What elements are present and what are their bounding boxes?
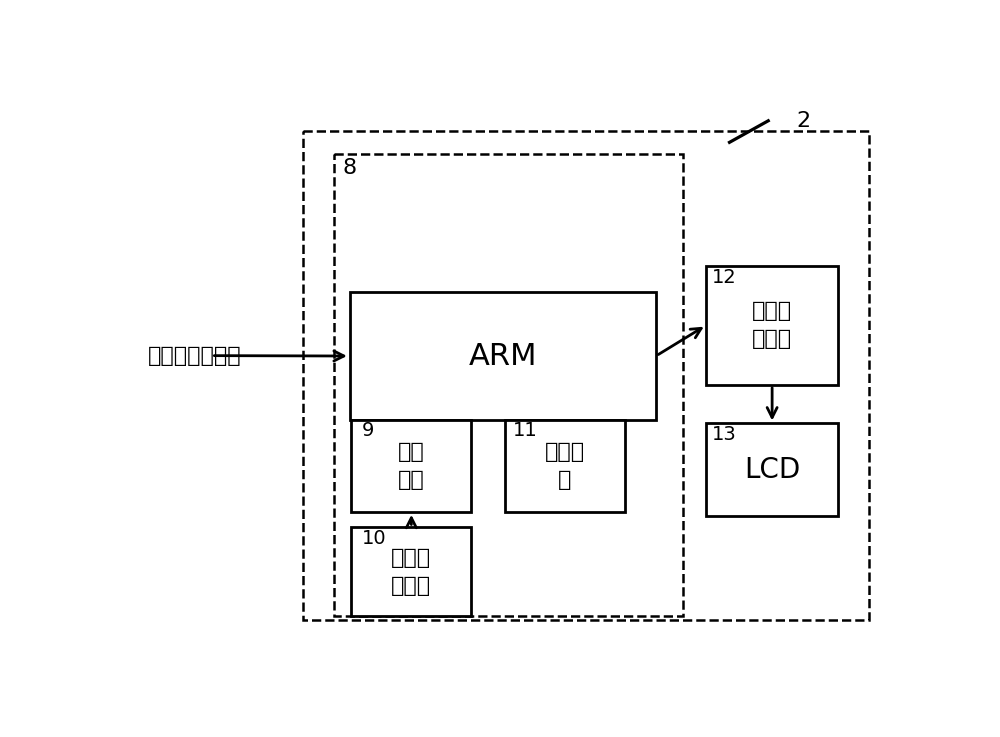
Text: 功能按
键: 功能按 键 bbox=[545, 441, 585, 490]
Bar bbox=[351, 419, 471, 512]
Text: 10: 10 bbox=[361, 529, 386, 548]
Text: 2: 2 bbox=[796, 111, 810, 130]
Text: 13: 13 bbox=[712, 425, 736, 444]
Text: 心冲击伪迹信号: 心冲击伪迹信号 bbox=[148, 346, 242, 366]
Text: 电源
模块: 电源 模块 bbox=[398, 441, 425, 490]
Bar bbox=[351, 528, 471, 616]
Bar bbox=[706, 423, 838, 516]
Text: LCD: LCD bbox=[744, 455, 800, 483]
Bar bbox=[505, 419, 625, 512]
Bar bbox=[303, 130, 869, 620]
Text: ARM: ARM bbox=[469, 341, 537, 371]
Bar bbox=[350, 293, 656, 419]
Text: 11: 11 bbox=[512, 421, 537, 440]
Text: 显示驱
动电路: 显示驱 动电路 bbox=[752, 301, 792, 349]
Text: 8: 8 bbox=[342, 158, 356, 178]
Text: 电源模
块开关: 电源模 块开关 bbox=[391, 548, 431, 595]
Text: 12: 12 bbox=[712, 268, 736, 287]
Bar bbox=[706, 265, 838, 385]
Bar bbox=[334, 154, 683, 616]
Text: 9: 9 bbox=[361, 421, 374, 440]
